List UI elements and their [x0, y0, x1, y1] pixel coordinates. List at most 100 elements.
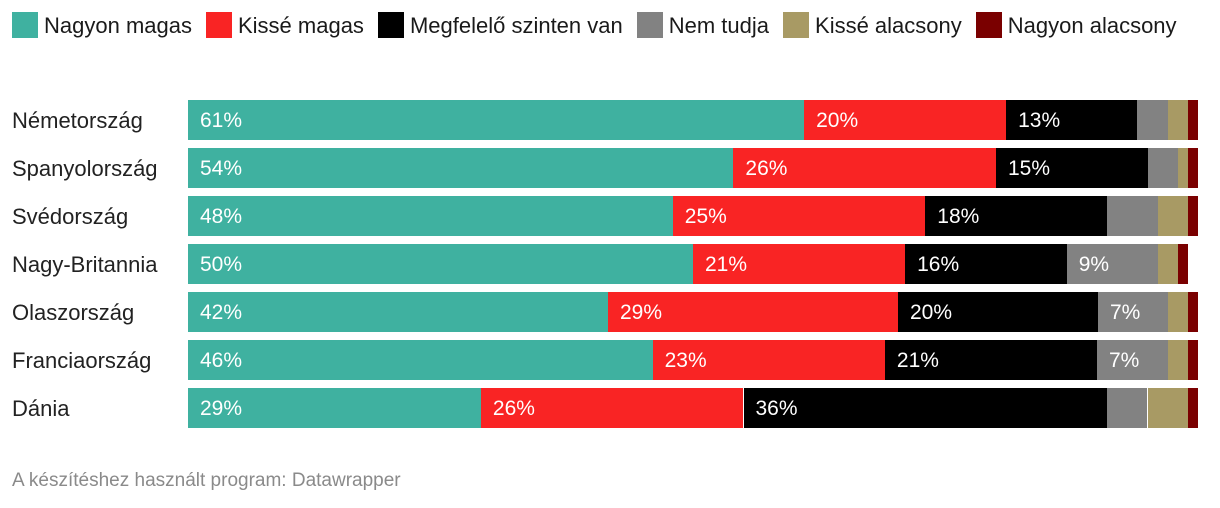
- bar-segment: [1107, 388, 1148, 428]
- bar-segment: [1167, 340, 1188, 380]
- data-label: 25%: [684, 205, 727, 228]
- data-label: 50%: [200, 253, 243, 276]
- legend-item: Kissé magas: [205, 8, 364, 44]
- legend-item: Nem tudja: [636, 8, 770, 44]
- bar-segment: [188, 100, 805, 140]
- bar-row: Németország 61% 20% 13%: [0, 100, 1220, 140]
- bar-segment: [1188, 292, 1198, 332]
- bar-row: Svédország 48% 25% 18%: [0, 196, 1220, 236]
- data-label: 29%: [200, 397, 243, 420]
- bar-segment: [1098, 292, 1168, 332]
- bar-segment: [884, 340, 1097, 380]
- bar-segment: [925, 196, 1108, 236]
- legend-label: Kissé alacsony: [815, 13, 962, 38]
- bar-segment: [188, 340, 653, 380]
- category-label: Nagy-Britannia: [12, 252, 158, 277]
- bar-segment: [608, 292, 898, 332]
- bar-segment: [1097, 340, 1168, 380]
- bar-segment: [804, 100, 1007, 140]
- bar-row: Nagy-Britannia 50% 21% 16% 9%: [0, 244, 1220, 284]
- data-label: 7%: [1109, 349, 1140, 372]
- legend-label: Nagyon magas: [44, 13, 192, 38]
- data-label: 20%: [910, 301, 953, 324]
- bar-segment: [652, 340, 885, 380]
- data-label: 7%: [1110, 301, 1141, 324]
- bar-segment: [1147, 148, 1178, 188]
- legend-swatch: [377, 12, 404, 38]
- bar-row: Dánia 29% 26% 36%: [0, 388, 1220, 428]
- data-label: 23%: [664, 349, 707, 372]
- legend-swatch: [205, 12, 232, 38]
- bar-segment: [1187, 148, 1198, 188]
- bar-segment: [1066, 244, 1158, 284]
- bar-segment: [1187, 340, 1198, 380]
- data-label: 13%: [1018, 109, 1061, 132]
- bar-segment: [1157, 244, 1178, 284]
- legend-item: Kissé alacsony: [783, 8, 962, 44]
- bar-segment: [1157, 196, 1188, 236]
- data-label: 15%: [1008, 157, 1051, 180]
- bar-segment: [480, 388, 744, 428]
- data-label: 29%: [620, 301, 663, 324]
- bar-segment: [1187, 388, 1198, 428]
- legend-swatch: [783, 12, 810, 38]
- legend-swatch: [975, 12, 1002, 38]
- category-label: Németország: [12, 108, 143, 133]
- data-label: 61%: [200, 109, 243, 132]
- bar-segment: [1167, 100, 1188, 140]
- bar-segment: [188, 388, 481, 428]
- bar-segment: [996, 148, 1148, 188]
- data-label: 36%: [755, 397, 798, 420]
- legend-label: Megfelelő szinten van: [409, 13, 623, 38]
- bar-segment: [693, 244, 906, 284]
- category-label: Spanyolország: [12, 156, 158, 181]
- bar-segment: [733, 148, 996, 188]
- bar-segment: [188, 148, 734, 188]
- bar-segment: [1137, 100, 1168, 140]
- bar-segment: [672, 196, 926, 236]
- chart-legend: Nagyon magas Kissé magas Megfelelő szinten…: [12, 8, 1212, 44]
- data-label: 54%: [200, 157, 243, 180]
- data-label: 26%: [492, 397, 535, 420]
- legend-item: Megfelelő szinten van: [377, 8, 623, 44]
- bar-segment: [1147, 388, 1188, 428]
- bar-segment: [188, 196, 673, 236]
- data-label: 46%: [200, 349, 243, 372]
- legend-item: Nagyon magas: [12, 8, 192, 44]
- category-label: Svédország: [12, 204, 129, 229]
- bar-segment: [905, 244, 1067, 284]
- legend-label: Kissé magas: [237, 13, 364, 38]
- data-label: 20%: [816, 109, 859, 132]
- legend-item: Nagyon alacsony: [975, 8, 1177, 44]
- bar-segment: [188, 244, 693, 284]
- stacked-bar-chart: Németország 61% 20% 13% Spanyolország 54% 26% 1…: [0, 100, 1220, 440]
- bar-segment: [898, 292, 1098, 332]
- bar-segment: [1107, 196, 1158, 236]
- data-label: 48%: [200, 205, 243, 228]
- bar-segment: [743, 388, 1108, 428]
- bar-segment: [188, 292, 608, 332]
- bar-segment: [1168, 292, 1188, 332]
- data-label: 21%: [705, 253, 748, 276]
- data-label: 16%: [917, 253, 960, 276]
- data-label: 18%: [937, 205, 980, 228]
- category-label: Franciaország: [12, 348, 152, 373]
- legend-label: Nagyon alacsony: [1007, 13, 1177, 38]
- category-label: Dánia: [12, 396, 70, 421]
- bar-row: Olaszország 42% 29% 20% 7%: [0, 292, 1220, 332]
- bar-row: Spanyolország 54% 26% 15%: [0, 148, 1220, 188]
- bar-segment: [1187, 100, 1198, 140]
- legend-label: Nem tudja: [668, 13, 770, 38]
- legend-swatch: [12, 12, 38, 38]
- category-label: Olaszország: [12, 300, 135, 325]
- bar-row: Franciaország 46% 23% 21% 7%: [0, 340, 1220, 380]
- bar-segment: [1177, 244, 1188, 284]
- bar-segment: [1177, 148, 1188, 188]
- bar-segment: [1006, 100, 1138, 140]
- data-label: 9%: [1078, 253, 1110, 276]
- bar-segment: [1187, 196, 1198, 236]
- data-label: 21%: [896, 349, 939, 372]
- data-label: 42%: [200, 301, 243, 324]
- data-label: 26%: [745, 157, 788, 180]
- source-credit: A készítéshez használt program: Datawrap…: [12, 470, 401, 491]
